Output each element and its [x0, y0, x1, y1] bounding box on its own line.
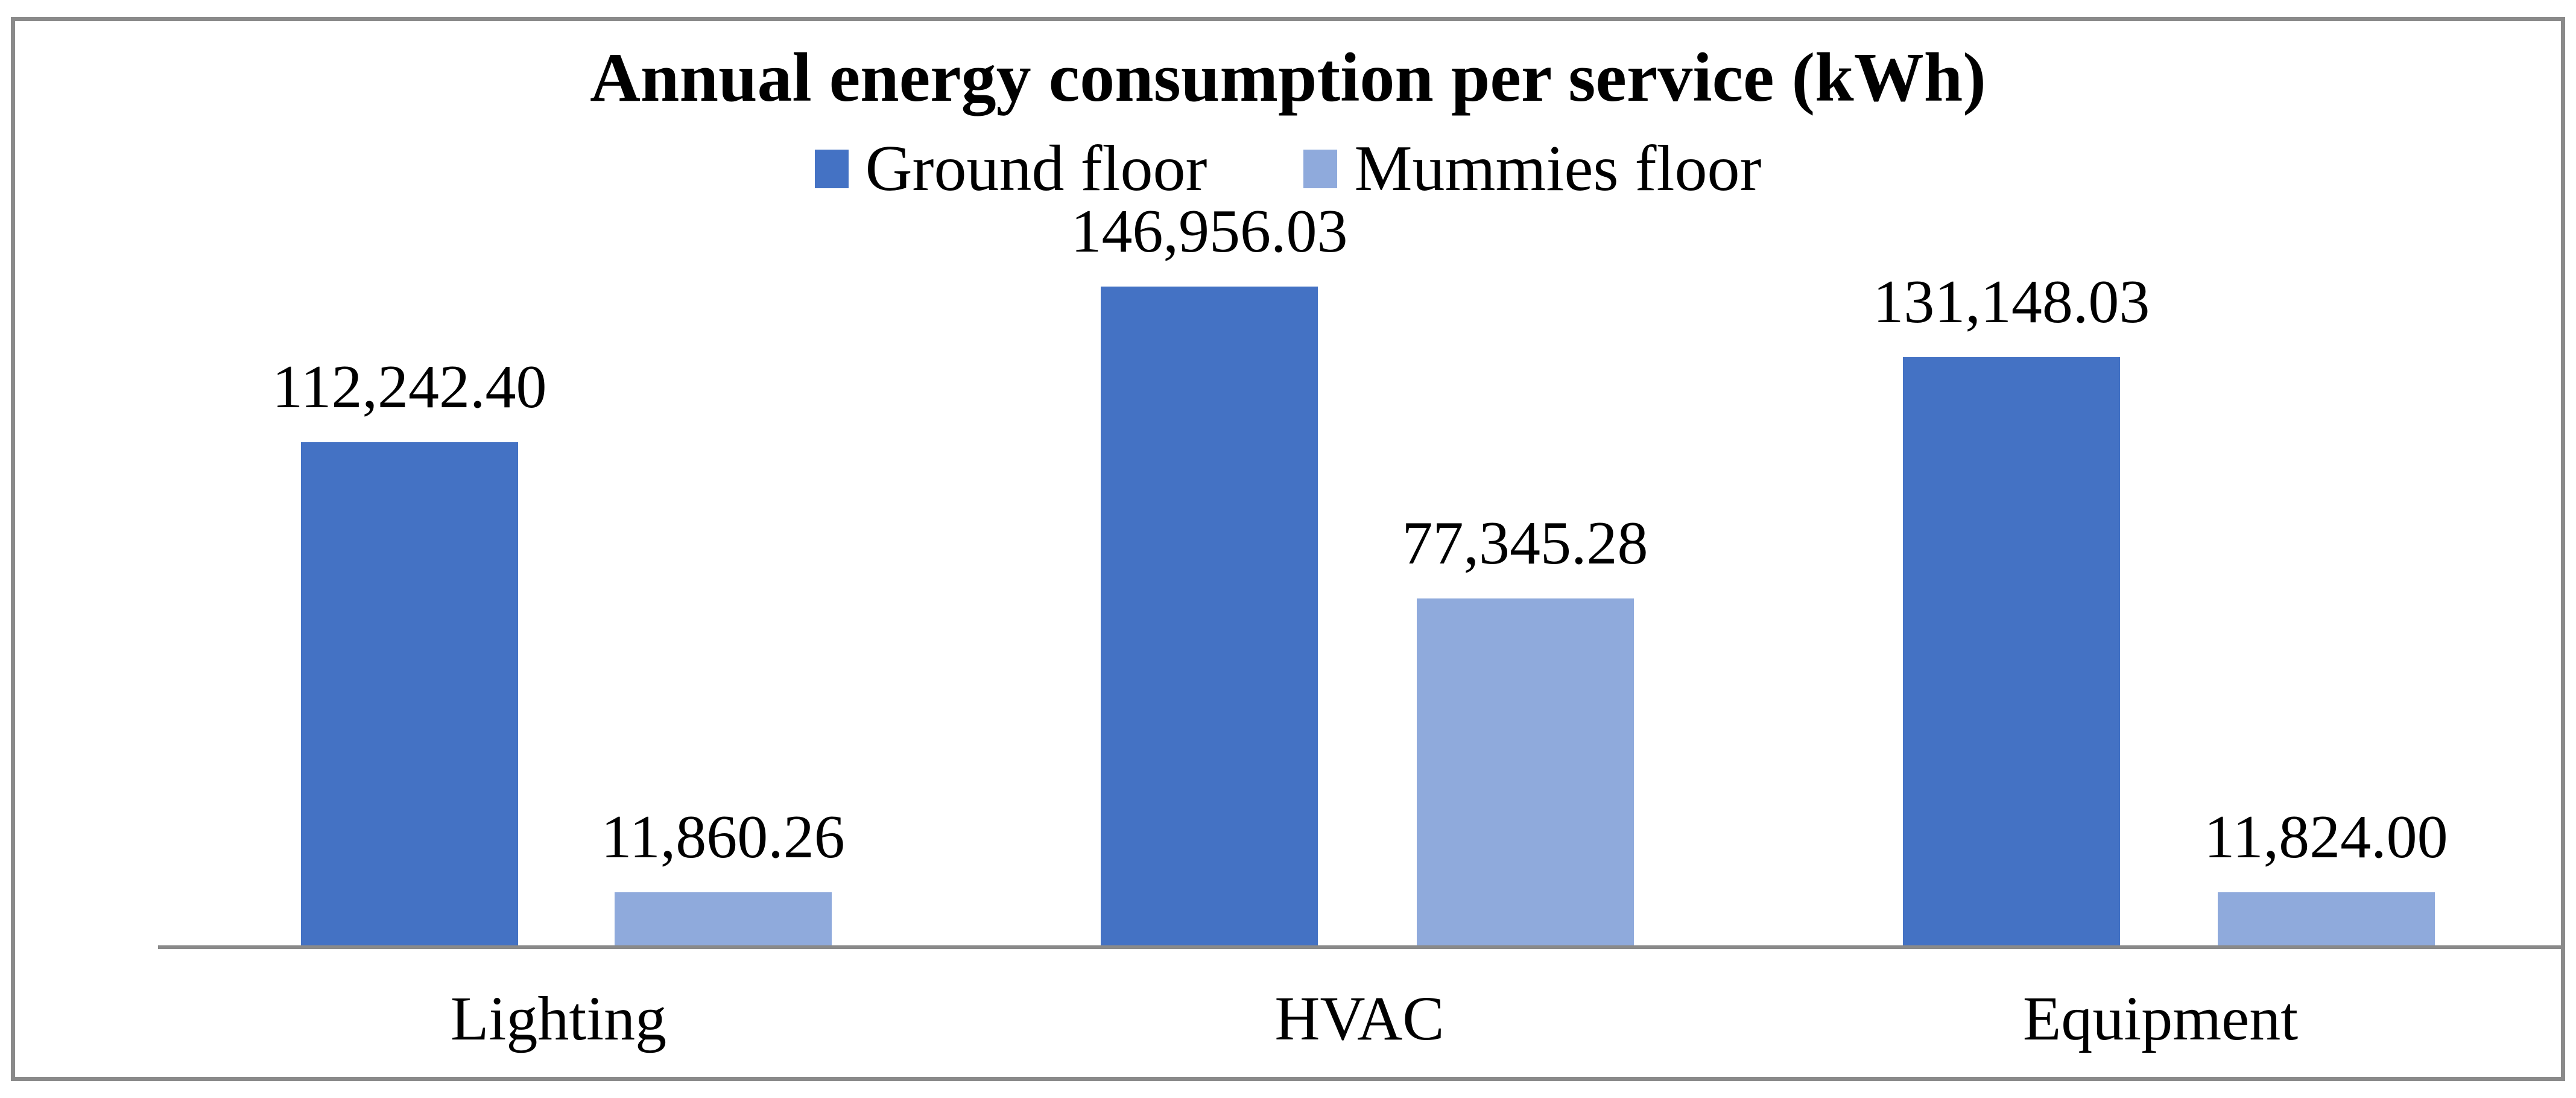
data-label-lighting-mummies: 11,860.26	[601, 802, 845, 871]
bar-group-equipment: 131,148.03 11,824.00	[1760, 195, 2561, 945]
data-label-lighting-ground: 112,242.40	[272, 352, 547, 421]
bar-column-lighting-ground: 112,242.40	[272, 351, 547, 945]
data-label-hvac-mummies: 77,345.28	[1402, 509, 1648, 577]
category-label-lighting: Lighting	[450, 984, 667, 1053]
legend: Ground floor Mummies floor	[15, 130, 2561, 208]
bar-equipment-ground	[1902, 357, 2120, 945]
legend-label-ground-floor: Ground floor	[865, 133, 1207, 205]
x-axis-line	[158, 945, 2561, 949]
bar-column-equipment-ground: 131,148.03	[1873, 265, 2150, 945]
bar-group-hvac: 146,956.03 77,345.28	[959, 195, 1760, 945]
bar-equipment-mummies	[2217, 892, 2435, 945]
bar-lighting-mummies	[614, 892, 832, 945]
bar-column-equipment-mummies: 11,824.00	[2204, 801, 2448, 945]
bar-column-hvac-mummies: 77,345.28	[1402, 507, 1648, 945]
bar-column-lighting-mummies: 11,860.26	[601, 801, 845, 945]
bar-column-hvac-ground: 146,956.03	[1071, 195, 1348, 945]
bar-groups: 112,242.40 11,860.26 146,956.03 77,345.2…	[158, 195, 2561, 945]
category-label-hvac: HVAC	[1274, 984, 1445, 1053]
chart-frame: Annual energy consumption per service (k…	[11, 17, 2565, 1081]
category-axis-labels: Lighting HVAC Equipment	[158, 982, 2561, 1057]
category-label-equipment: Equipment	[2022, 984, 2299, 1053]
legend-swatch-ground-floor-icon	[814, 149, 849, 188]
bar-hvac-mummies	[1416, 598, 1634, 945]
legend-label-mummies-floor: Mummies floor	[1354, 133, 1762, 205]
chart-title: Annual energy consumption per service (k…	[590, 39, 1986, 116]
data-label-equipment-ground: 131,148.03	[1873, 267, 2150, 336]
legend-swatch-mummies-floor-icon	[1303, 149, 1338, 188]
data-label-equipment-mummies: 11,824.00	[2204, 802, 2448, 871]
bar-lighting-ground	[300, 442, 518, 945]
bar-hvac-ground	[1101, 287, 1318, 945]
bar-group-lighting: 112,242.40 11,860.26	[158, 195, 959, 945]
legend-item-ground-floor: Ground floor	[814, 130, 1207, 208]
data-label-hvac-ground: 146,956.03	[1071, 197, 1348, 265]
legend-item-mummies-floor: Mummies floor	[1303, 130, 1761, 208]
